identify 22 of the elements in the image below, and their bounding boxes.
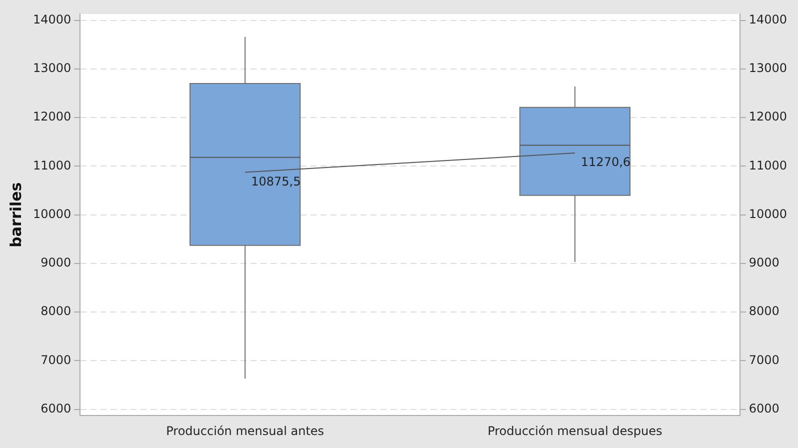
y2-tick-label: 12000 [748, 110, 788, 124]
y-tick-label: 14000 [32, 12, 72, 26]
y2-tick-label: 13000 [748, 61, 788, 76]
y2-tick-label: 9000 [748, 256, 780, 270]
y-tick-label: 10000 [32, 206, 72, 221]
y2-tick-label: 14000 [748, 12, 788, 26]
y-tick-label: 12000 [32, 110, 72, 124]
y2-tick-label: 6000 [748, 401, 780, 416]
y-axis-title: barriles [6, 182, 25, 248]
data-label: 10875,5 [251, 174, 301, 188]
y2-tick-label: 11000 [748, 158, 788, 172]
y-tick-label: 13000 [32, 61, 72, 76]
y2-tick-label: 10000 [748, 206, 788, 221]
y-tick-label: 6000 [40, 401, 72, 416]
y-tick-label: 9000 [40, 256, 72, 270]
x-tick-label: Producción mensual antes [166, 424, 324, 438]
y-tick-label: 11000 [32, 158, 72, 172]
y-tick-label: 7000 [40, 352, 72, 367]
y-tick-label: 8000 [40, 304, 72, 318]
y2-tick-label: 8000 [748, 304, 780, 318]
x-tick-label: Producción mensual despues [488, 424, 662, 438]
y2-tick-label: 7000 [748, 352, 780, 367]
